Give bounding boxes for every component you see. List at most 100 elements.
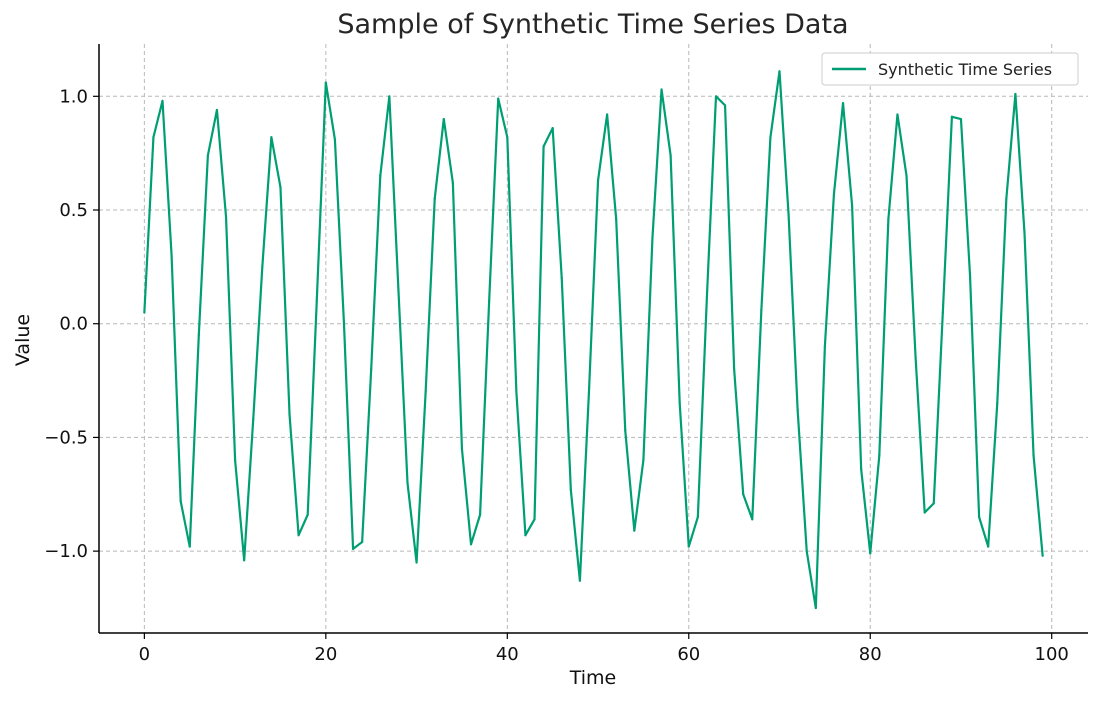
legend-label: Synthetic Time Series [878,60,1052,79]
chart-title: Sample of Synthetic Time Series Data [337,9,848,40]
data-point [968,274,972,278]
data-point [596,179,600,182]
data-point [243,559,246,562]
data-point [252,418,255,421]
data-point [987,545,990,548]
legend: Synthetic Time Series [821,52,1079,86]
x-tick-label: 60 [677,644,700,665]
data-point [1032,454,1035,457]
data-point [469,543,473,546]
data-point [179,500,182,503]
data-point [950,115,954,118]
data-point [297,534,300,537]
data-point [805,550,808,553]
data-point [751,518,754,521]
data-point [742,493,745,496]
data-point [361,540,364,544]
data-point [161,99,164,102]
data-point [433,197,436,200]
data-point [460,447,464,450]
data-point [823,345,826,348]
data-point [660,88,663,91]
y-tick-label: 0.0 [59,314,88,335]
data-point [850,204,854,207]
data-point [687,545,690,548]
data-point [832,192,836,196]
data-point [152,136,155,139]
y-tick-label: 1.0 [59,86,88,107]
data-point [215,108,219,112]
data-point [914,356,917,359]
data-point [279,186,282,189]
data-point [342,322,346,325]
data-point [642,459,645,462]
data-point [932,502,935,505]
x-tick-label: 40 [496,644,519,665]
data-point [442,117,445,121]
data-point [796,409,799,412]
x-tick-label: 80 [859,644,882,665]
data-point [206,154,209,157]
data-point [569,488,572,491]
data-point [1014,92,1017,96]
y-tick-label: −1.0 [44,541,88,562]
data-point [1023,231,1026,234]
data-point [270,136,273,139]
data-point [959,117,963,121]
data-point [351,547,355,550]
data-point [560,277,563,280]
data-point [170,254,173,257]
data-point [923,511,926,514]
data-point [288,413,291,416]
data-point [497,97,500,100]
data-point [197,333,200,337]
data-point [678,402,681,405]
data-point [696,515,699,519]
axes [98,44,1088,634]
data-point [887,218,890,221]
data-point [424,390,427,394]
data-point [905,174,908,177]
data-point [615,218,618,221]
data-point [506,136,509,139]
data-point [224,215,228,218]
data-point [451,181,454,184]
data-point [860,468,863,471]
data-point [188,545,191,548]
data-point [869,552,872,555]
data-point [578,579,581,582]
data-point [778,70,781,73]
data-point [606,113,609,116]
data-point [524,534,527,537]
x-axis-label: Time [569,667,617,689]
data-point [542,145,545,148]
data-point [533,518,536,521]
data-point [515,390,518,394]
series-line [143,70,1044,610]
data-point [370,368,373,371]
data-point [143,311,146,314]
data-point [896,113,899,116]
data-point [814,606,817,610]
data-point [1005,197,1008,200]
data-point [406,481,409,485]
data-point [488,299,491,303]
x-tick-label: 0 [139,644,150,665]
data-point [714,95,718,98]
data-point [1041,554,1044,557]
data-point [261,265,264,268]
data-point [333,138,337,141]
data-point [587,390,591,394]
data-point [651,236,654,239]
data-point [787,213,790,216]
data-point [878,454,881,457]
data-point [415,561,418,564]
data-point [315,299,318,303]
data-point [624,429,627,432]
series-layer [143,70,1044,610]
data-point [478,513,482,516]
data-point [306,513,309,516]
data-point [841,102,845,105]
data-point [379,174,382,177]
